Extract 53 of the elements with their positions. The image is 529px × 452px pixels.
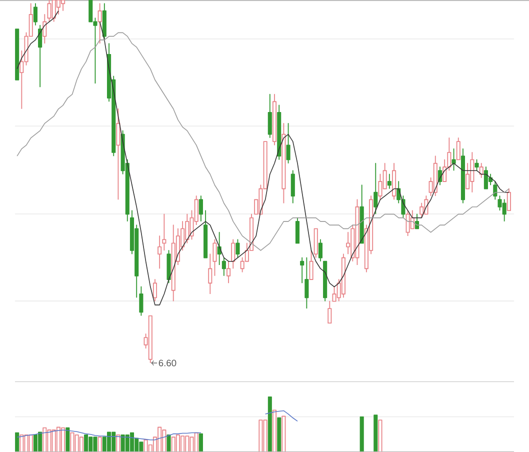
candlestick bbox=[387, 174, 392, 190]
candlestick bbox=[38, 24, 42, 88]
candlestick bbox=[318, 239, 323, 262]
candlestick bbox=[98, 3, 102, 44]
candlestick bbox=[286, 122, 290, 164]
candlestick bbox=[290, 170, 295, 204]
candlestick bbox=[204, 210, 208, 258]
candlestick bbox=[102, 3, 106, 40]
candlestick bbox=[304, 257, 309, 310]
candlestick bbox=[162, 214, 166, 251]
candlestick bbox=[323, 260, 328, 302]
candlestick bbox=[42, 14, 47, 44]
candlestick bbox=[433, 156, 438, 196]
candlestick bbox=[152, 279, 158, 302]
bar bbox=[70, 432, 74, 452]
candlestick bbox=[282, 122, 286, 204]
candlestick bbox=[272, 94, 277, 146]
candlestick bbox=[392, 162, 396, 200]
candlestick bbox=[374, 162, 378, 215]
candlestick bbox=[300, 257, 304, 284]
candlestick bbox=[328, 300, 332, 324]
bar bbox=[166, 434, 171, 452]
candlestick bbox=[360, 184, 364, 244]
candlestick bbox=[506, 188, 511, 212]
candlestick bbox=[166, 250, 171, 284]
candlestick bbox=[474, 159, 479, 172]
candlestick bbox=[277, 104, 282, 160]
candlestick bbox=[460, 148, 466, 204]
candlestick bbox=[314, 228, 318, 258]
annotation: 6.60 bbox=[158, 360, 176, 366]
candlestick bbox=[268, 94, 272, 138]
candlestick bbox=[33, 3, 38, 26]
candlestick bbox=[226, 260, 231, 284]
bar bbox=[272, 410, 277, 452]
candlestick bbox=[222, 257, 226, 276]
candlestick bbox=[341, 254, 346, 298]
candlestick bbox=[212, 239, 217, 276]
candlestick bbox=[148, 315, 152, 364]
bar bbox=[378, 420, 382, 452]
bar bbox=[28, 434, 33, 452]
candlestick bbox=[198, 196, 203, 222]
candlestick bbox=[208, 254, 212, 294]
candlestick bbox=[493, 181, 498, 200]
candlestick bbox=[309, 250, 314, 280]
candlestick bbox=[231, 239, 236, 270]
candlestick bbox=[479, 162, 484, 178]
candlestick bbox=[158, 235, 162, 270]
bar bbox=[79, 436, 84, 452]
candlestick bbox=[295, 217, 300, 244]
candlestick bbox=[236, 239, 240, 258]
candlestick bbox=[456, 137, 460, 160]
candlestick bbox=[116, 108, 120, 200]
candlestick bbox=[139, 286, 144, 316]
